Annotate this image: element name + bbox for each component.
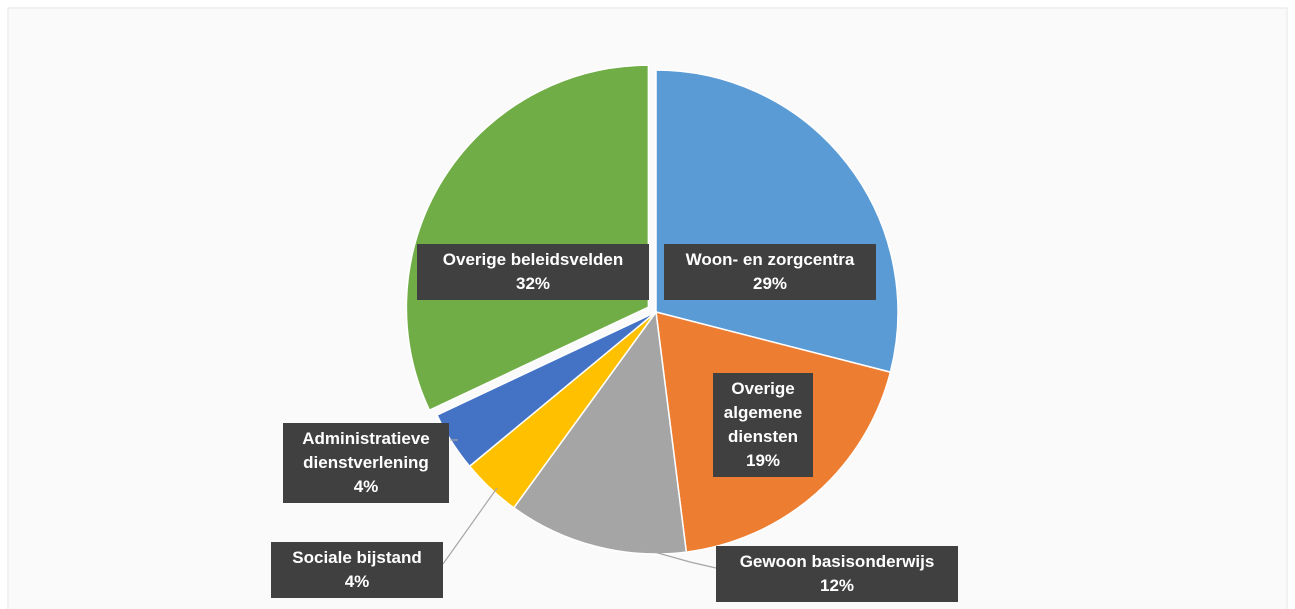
pie-slice: [512, 310, 688, 555]
data-label: Administratieve dienstverlening 4%: [283, 423, 449, 503]
label-value: 19%: [745, 451, 781, 470]
label-name: Woon- en zorgcentra: [685, 250, 855, 269]
data-label: Gewoon basisonderwijs 12%: [716, 546, 958, 602]
label-value: 29%: [752, 274, 788, 293]
label-value: 32%: [515, 274, 551, 293]
label-value: 4%: [353, 477, 379, 496]
pie-slice: [405, 64, 650, 412]
data-label: Woon- en zorgcentra 29%: [664, 244, 876, 300]
label-name: Overige algemene diensten: [723, 379, 803, 446]
label-value: 4%: [344, 572, 370, 591]
data-label: Overige algemene diensten 19%: [713, 373, 813, 477]
data-label: Overige beleidsvelden 32%: [417, 244, 649, 300]
label-name: Administratieve dienstverlening: [302, 429, 430, 472]
leader-line: [442, 487, 498, 565]
label-name: Gewoon basisonderwijs: [739, 552, 935, 571]
pie-slice: [436, 311, 657, 468]
leader-line: [639, 547, 717, 569]
data-label: Sociale bijstand 4%: [271, 542, 443, 598]
label-name: Sociale bijstand: [292, 548, 422, 567]
label-value: 12%: [819, 576, 855, 595]
label-name: Overige beleidsvelden: [442, 250, 624, 269]
